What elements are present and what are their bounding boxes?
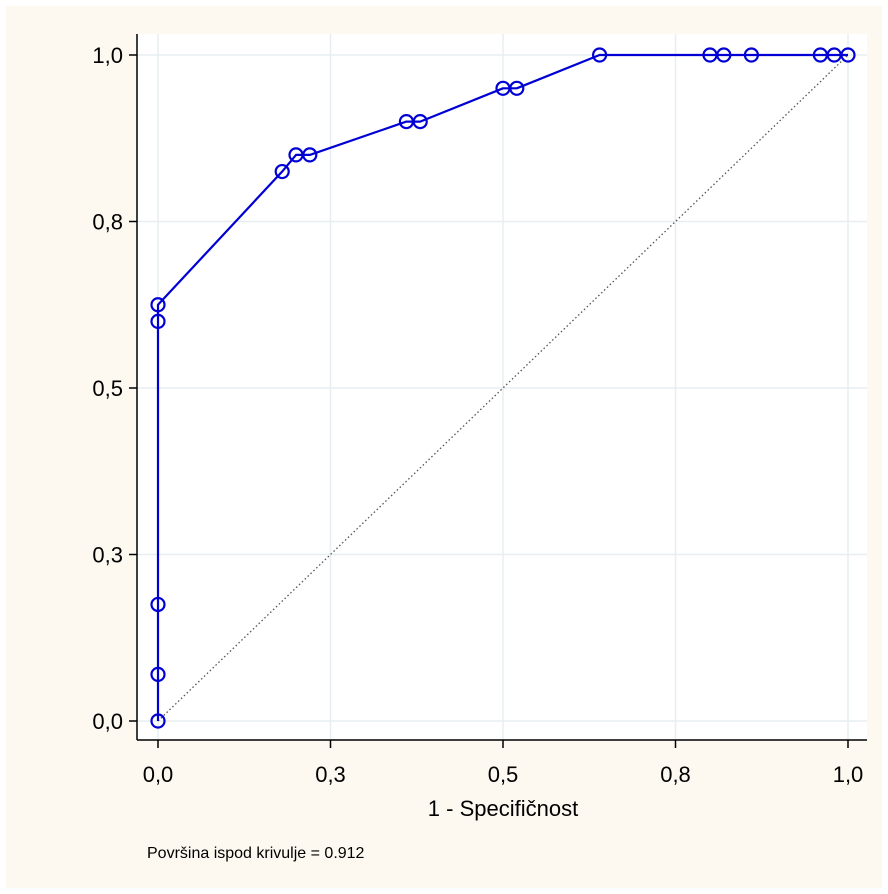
x-tick-label-2: 0,5	[488, 762, 519, 787]
x-tick-label-4: 1,0	[833, 762, 864, 787]
y-tick-label-3: 0,8	[92, 210, 123, 235]
x-tick-label-3: 0,8	[660, 762, 691, 787]
roc-point-12	[591, 47, 608, 63]
roc-point-9	[412, 113, 428, 130]
plot-area	[137, 34, 867, 740]
x-tick-label-0: 0,0	[143, 762, 174, 787]
y-tick-label-2: 0,5	[92, 376, 123, 401]
roc-point-7	[302, 147, 318, 163]
y-tick-label-4: 1,0	[92, 43, 123, 68]
roc-point-5	[274, 163, 290, 180]
x-tick-label-1: 0,3	[315, 762, 346, 787]
roc-point-2	[150, 596, 166, 613]
roc-point-15	[743, 47, 760, 63]
roc-point-0	[150, 713, 166, 729]
roc-point-11	[509, 80, 525, 96]
x-axis-title: 1 - Specifičnost	[428, 796, 578, 821]
roc-curve-line	[156, 53, 848, 721]
y-tick-label-1: 0,3	[92, 543, 123, 568]
roc-point-3	[150, 313, 166, 329]
roc-point-14	[716, 47, 732, 63]
auc-annotation: Površina ispod krivulje = 0.912	[147, 845, 365, 862]
roc-point-1	[150, 666, 166, 682]
roc-point-18	[840, 47, 856, 63]
roc-series	[150, 47, 856, 729]
y-tick-label-0: 0,0	[92, 709, 123, 734]
roc-point-4	[150, 297, 166, 313]
axis-ticks: 0,0 0,3 0,5 0,8 1,0 0,0 0,3 0,5 0,8 1,0	[92, 43, 863, 787]
